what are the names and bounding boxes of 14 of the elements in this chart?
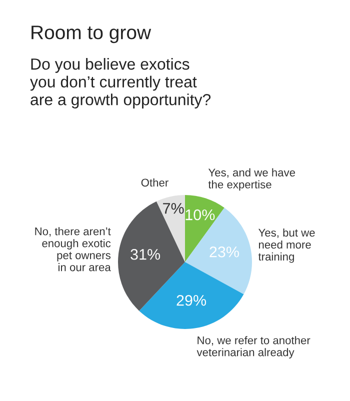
- pie-slice: [185, 208, 252, 294]
- pie-slice: [139, 262, 244, 329]
- chart-title: Room to grow: [32, 26, 152, 44]
- slice-label: No, we refer to another veterinarian already: [196, 336, 310, 358]
- data-label: 29%: [176, 294, 206, 306]
- data-label: 31%: [130, 248, 160, 260]
- slice-label: Yes, and we have the expertise: [208, 168, 296, 191]
- slice-label: Other: [141, 178, 168, 187]
- slice-label: No, there aren’t enough exotic pet owners in our area: [35, 227, 111, 272]
- data-label: 23%: [210, 246, 239, 258]
- chart-subtitle: Do you believe exotics you don’t currently treat are a growth opportunity?: [30, 58, 211, 108]
- data-label: 10%: [186, 209, 215, 220]
- slice-label: Yes, but we need more training: [258, 228, 315, 263]
- data-label: 7%: [163, 203, 184, 214]
